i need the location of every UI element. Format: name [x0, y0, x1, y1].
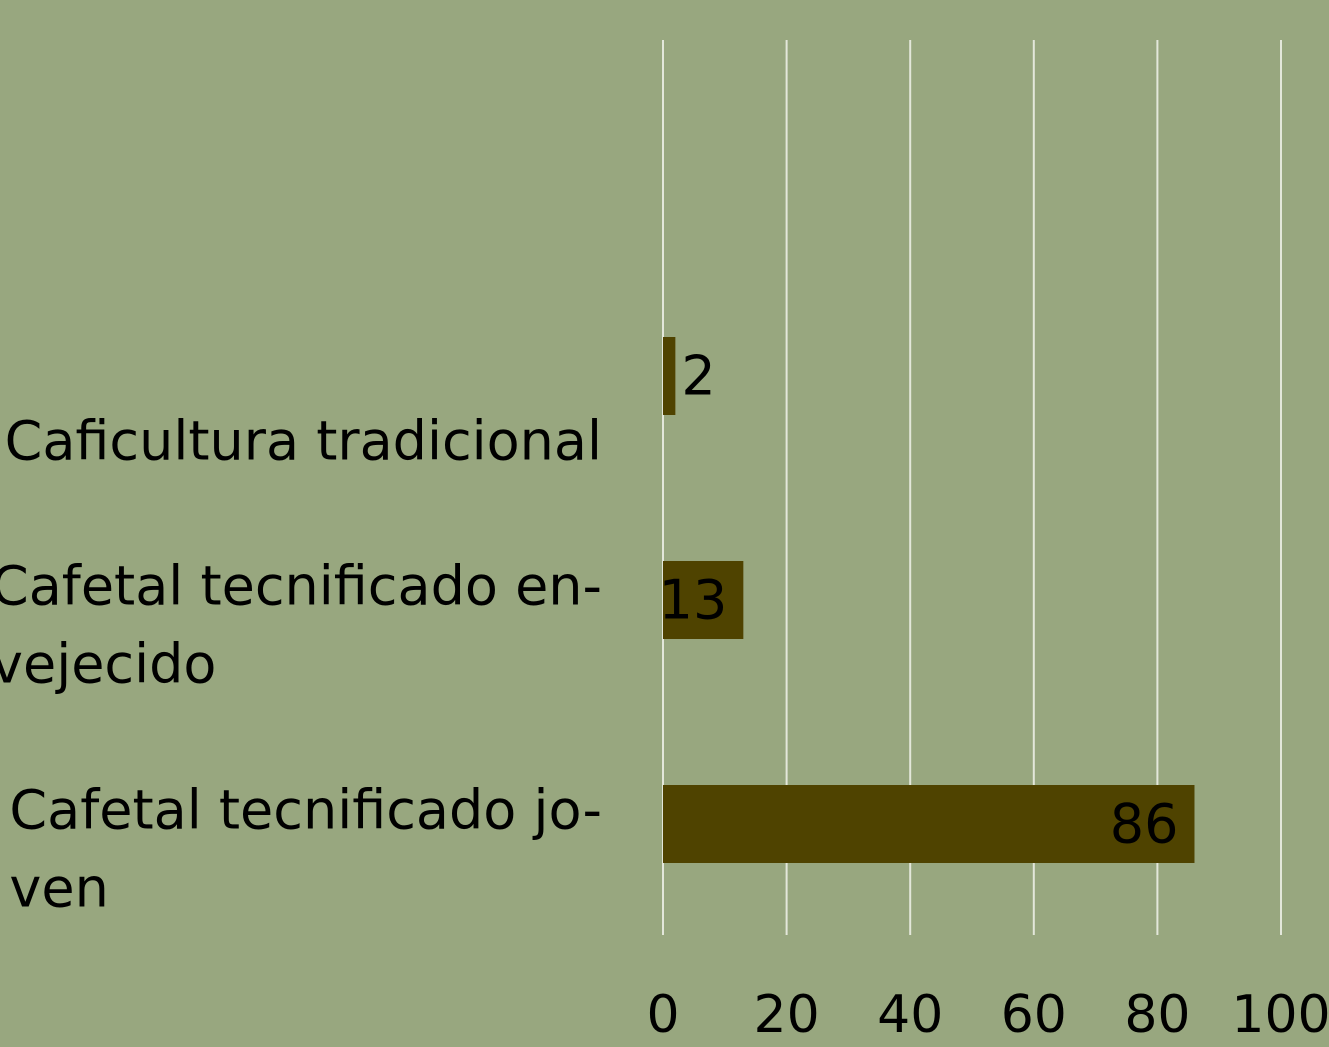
y-tick-label: vejecido	[0, 633, 216, 696]
data-label: 2	[681, 345, 715, 408]
bar	[663, 785, 1195, 863]
x-tick-label: 40	[877, 985, 943, 1043]
data-label: 86	[1110, 793, 1179, 856]
x-tick-label: 0	[646, 985, 679, 1043]
x-tick-label: 80	[1124, 985, 1190, 1043]
bar	[663, 561, 744, 639]
x-tick-label: 20	[754, 985, 820, 1043]
x-tick-label: 60	[1001, 985, 1067, 1043]
y-tick-label: Cafetal tecnificado jo-	[9, 779, 602, 842]
y-tick-label: Cafetal tecnificado en-	[0, 555, 602, 618]
y-tick-label: ven	[9, 857, 108, 920]
data-label: 13	[659, 569, 728, 632]
x-tick-label: 100	[1231, 985, 1329, 1043]
y-tick-label: Caficultura tradicional	[5, 410, 602, 473]
bar	[663, 337, 676, 415]
